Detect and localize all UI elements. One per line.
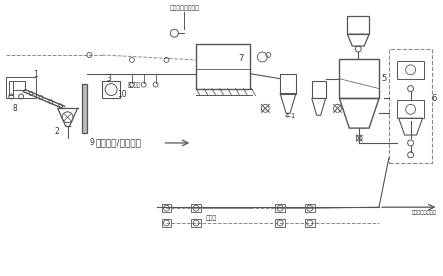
Text: 5: 5 [381, 74, 387, 83]
Bar [162, 219, 171, 227]
Text: 水泥回收及输送机: 水泥回收及输送机 [169, 6, 199, 11]
Text: 水泥送水泥展逄头: 水泥送水泥展逄头 [412, 210, 437, 215]
Bar [305, 219, 315, 227]
Text: 热风烟气: 热风烟气 [127, 83, 140, 88]
Bar [305, 204, 315, 212]
Bar [397, 100, 424, 118]
Bar [275, 219, 285, 227]
Text: 生产废水/其他来源: 生产废水/其他来源 [95, 139, 141, 147]
Bar [162, 204, 171, 212]
Bar [347, 16, 369, 34]
Text: 1: 1 [34, 70, 39, 79]
Text: 9: 9 [90, 139, 95, 147]
Text: 8: 8 [13, 104, 18, 113]
Text: 7: 7 [238, 54, 243, 63]
Bar [389, 49, 432, 163]
Text: 2: 2 [54, 127, 59, 136]
Text: 6: 6 [431, 94, 437, 103]
Bar [102, 81, 120, 99]
Bar [191, 204, 201, 212]
Bar [6, 77, 36, 99]
Bar [191, 219, 201, 227]
Bar [196, 44, 250, 89]
Bar [312, 81, 326, 99]
Bar [275, 204, 285, 212]
Bar [82, 84, 87, 133]
Text: 3: 3 [107, 74, 112, 83]
Text: 10: 10 [117, 90, 127, 99]
Bar [339, 59, 379, 99]
Text: 4-1: 4-1 [284, 113, 296, 119]
Text: 动力机: 动力机 [205, 215, 217, 221]
Bar [280, 74, 296, 94]
Bar [397, 61, 424, 79]
